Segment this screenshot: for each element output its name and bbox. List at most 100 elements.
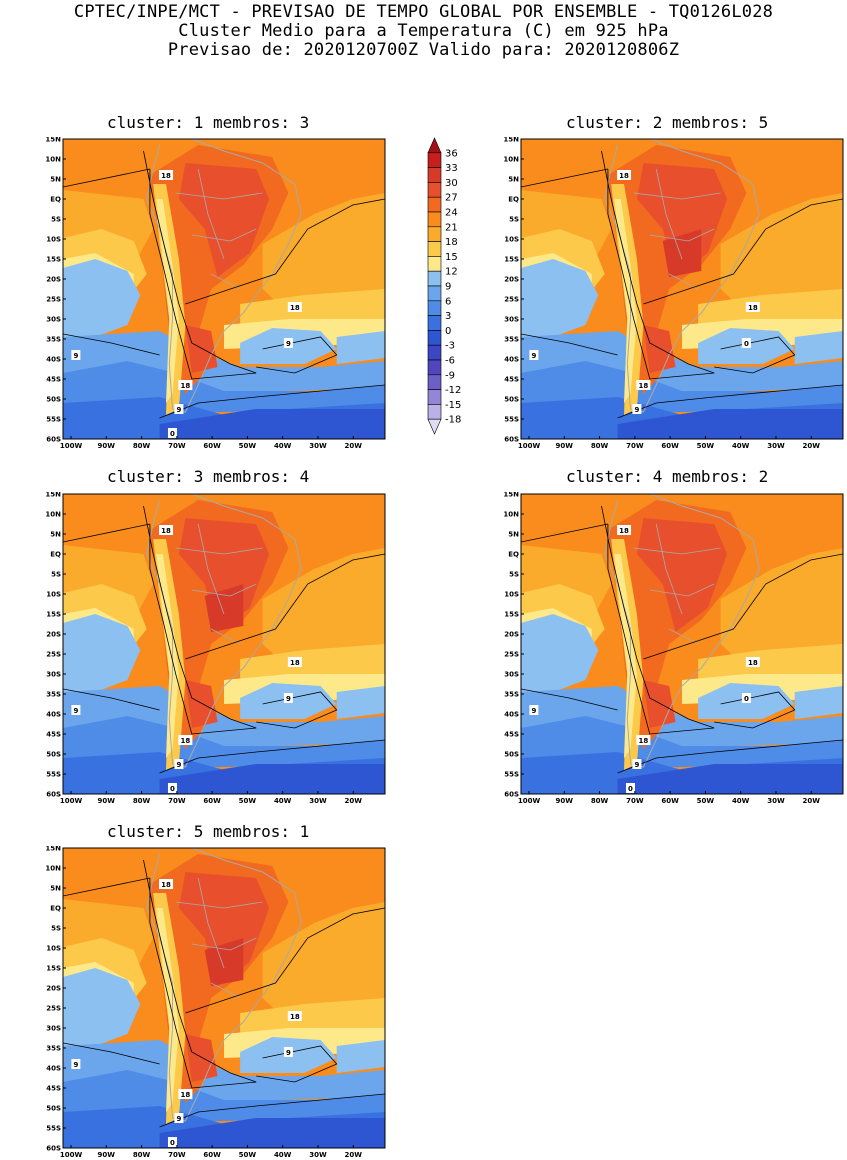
lon-label: 50W xyxy=(239,797,257,805)
contour-line xyxy=(143,859,257,1089)
lat-label: EQ xyxy=(50,551,61,559)
title-line-3: Previsao de: 2020120700Z Valido para: 20… xyxy=(167,40,680,60)
lon-label: 70W xyxy=(168,1151,186,1159)
lat-label: 15N xyxy=(45,137,61,144)
contour-label: 18 xyxy=(638,737,648,745)
lat-label: 50S xyxy=(46,1105,61,1113)
lat-label: 30S xyxy=(504,671,519,679)
contour-line xyxy=(256,1045,338,1083)
contour-line xyxy=(601,150,715,380)
lat-label: 5S xyxy=(51,925,61,933)
contour-label: 9 xyxy=(531,352,536,360)
panel-title-4: cluster: 4 membros: 2 xyxy=(566,467,769,486)
lat-label: 55S xyxy=(504,416,519,424)
title-line-1: CPTEC/INPE/MCT - PREVISAO DE TEMPO GLOBA… xyxy=(73,2,774,22)
lon-label: 20W xyxy=(345,442,363,450)
lon-label: 80W xyxy=(133,797,151,805)
lat-label: 5N xyxy=(508,531,519,539)
contour-label: 9 xyxy=(531,707,536,715)
contour-line xyxy=(159,384,385,419)
lat-label: 25S xyxy=(46,296,61,304)
colorbar-label: 24 xyxy=(445,208,458,219)
lat-label: 20S xyxy=(504,631,519,639)
lon-label: 100W xyxy=(60,442,83,450)
contour-label: 9 xyxy=(634,761,639,769)
lat-label: 45S xyxy=(46,731,61,739)
lon-label: 80W xyxy=(591,442,609,450)
contour-line xyxy=(521,523,608,543)
lat-label: 15N xyxy=(503,137,519,144)
lon-label: 40W xyxy=(274,442,292,450)
lat-label: 40S xyxy=(46,1065,61,1073)
lon-label: 30W xyxy=(309,1151,327,1159)
lat-label: 15N xyxy=(45,492,61,499)
map-panel-1: 18 18 18 9 9 9 0 15N 10N 5N EQ 5S 10S 15S 20S 25S 30S 35S… xyxy=(40,137,387,451)
lon-label: 20W xyxy=(803,797,821,805)
lon-label: 70W xyxy=(168,442,186,450)
lon-label: 100W xyxy=(518,797,541,805)
lon-label: 90W xyxy=(98,1151,116,1159)
map-svg: 18 18 18 9 9 9 0 15N 10N 5N EQ 5S 10S 15S 20S 25S 30S 35S… xyxy=(45,492,386,805)
contour-line xyxy=(617,384,843,419)
lat-label: 45S xyxy=(504,731,519,739)
lat-label: 60S xyxy=(504,791,519,799)
contour-label: 18 xyxy=(290,304,300,312)
contour-line xyxy=(617,739,843,774)
lat-label: EQ xyxy=(50,196,61,204)
lat-label: 45S xyxy=(46,376,61,384)
colorbar-label: -9 xyxy=(445,370,455,381)
contour-line xyxy=(521,168,608,188)
lon-label: 30W xyxy=(767,442,785,450)
lon-label: 30W xyxy=(309,797,327,805)
contour-label: 9 xyxy=(286,1049,291,1057)
map-svg: 18 18 18 9 9 0 15N 10N 5N EQ 5S 10S 15S 20S 25S 30S 35S 4… xyxy=(503,137,844,450)
contour-label: 0 xyxy=(170,1139,175,1147)
lat-label: 5S xyxy=(51,571,61,579)
colorbar-label: -18 xyxy=(445,415,461,426)
lat-label: 50S xyxy=(46,751,61,759)
lat-label: 15S xyxy=(46,256,61,264)
lat-label: 5N xyxy=(50,531,61,539)
lon-label: 20W xyxy=(345,797,363,805)
lon-label: 40W xyxy=(732,797,750,805)
lon-label: 80W xyxy=(133,1151,151,1159)
lat-label: 35S xyxy=(504,691,519,699)
lat-label: 5N xyxy=(508,176,519,184)
panel-title-5: cluster: 5 membros: 1 xyxy=(107,822,310,841)
contour-label: 18 xyxy=(161,527,171,535)
lat-label: 50S xyxy=(504,751,519,759)
contour-line xyxy=(159,1093,385,1128)
contour-line xyxy=(143,505,257,735)
lat-label: 55S xyxy=(46,1125,61,1133)
contour-label: 9 xyxy=(73,707,78,715)
lat-label: 25S xyxy=(504,651,519,659)
contour-label: 9 xyxy=(634,406,639,414)
lat-label: 45S xyxy=(46,1085,61,1093)
lat-label: 10N xyxy=(503,511,519,519)
contour-line xyxy=(185,907,385,1014)
lon-label: 90W xyxy=(556,797,574,805)
contour-label: 9 xyxy=(176,1115,181,1123)
lon-label: 80W xyxy=(133,442,151,450)
contour-label: 0 xyxy=(628,785,633,793)
lon-label: 20W xyxy=(803,442,821,450)
contour-line xyxy=(63,1042,160,1065)
colorbar-label: -3 xyxy=(445,341,455,352)
contour-line xyxy=(256,691,338,729)
lon-label: 90W xyxy=(98,442,116,450)
contour-line xyxy=(63,523,150,543)
lat-label: 60S xyxy=(46,791,61,799)
contour-line xyxy=(63,168,150,188)
lon-label: 80W xyxy=(591,797,609,805)
colorbar-label: 33 xyxy=(445,163,458,174)
colorbar-label: -12 xyxy=(445,385,461,396)
lat-label: 35S xyxy=(46,691,61,699)
lat-label: 20S xyxy=(46,985,61,993)
contour-label: 18 xyxy=(638,382,648,390)
lat-label: 10S xyxy=(46,591,61,599)
colorbar-label: 15 xyxy=(445,252,458,263)
map-svg: 18 18 18 9 9 9 0 15N 10N 5N EQ 5S 10S 15S 20S 25S 30S 35S… xyxy=(45,137,386,450)
lat-label: 25S xyxy=(46,1005,61,1013)
panel-title-1: cluster: 1 membros: 3 xyxy=(107,113,310,132)
lat-label: 55S xyxy=(504,771,519,779)
